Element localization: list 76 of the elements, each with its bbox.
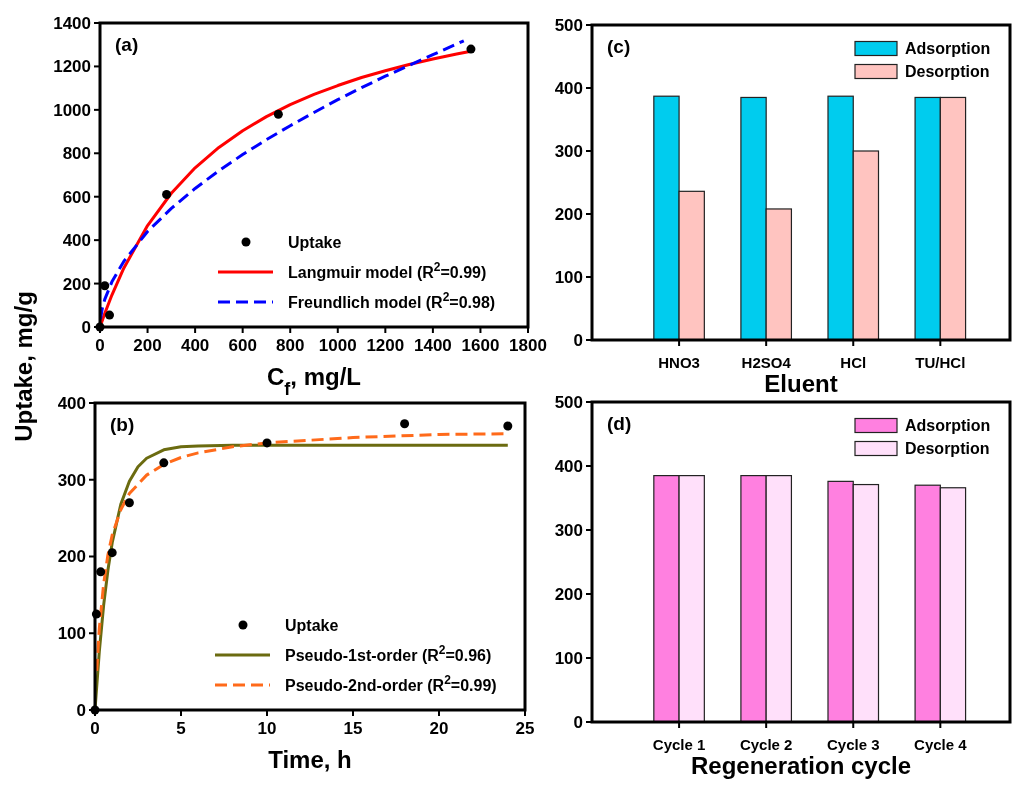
y-tick-label: 600 <box>62 187 91 207</box>
x-tick-label: HNO3 <box>658 354 700 371</box>
legend-label: Uptake <box>285 616 339 634</box>
x-axis-title: Time, h <box>268 746 352 773</box>
y-tick-label: 400 <box>57 393 86 413</box>
x-tick-label: 15 <box>343 719 363 738</box>
legend-label: Desorption <box>905 440 990 458</box>
x-tick-label: Cycle 2 <box>739 736 793 753</box>
point <box>400 419 410 429</box>
x-tick-label: 5 <box>176 719 186 738</box>
y-tick-label: 100 <box>554 648 583 668</box>
legend-label: Desorption <box>905 63 990 81</box>
y-tick-label: 100 <box>554 267 583 287</box>
x-tick-label: 400 <box>180 336 210 355</box>
x-tick-label: Cycle 3 <box>826 736 880 753</box>
legend-label: Freundlich model (R$^{2}$=0.98) <box>288 289 496 311</box>
x-tick-label: Cycle 1 <box>652 736 706 753</box>
x-tick-label: 200 <box>133 336 162 355</box>
x-tick-label: 1200 <box>366 336 405 355</box>
x-tick-label: 1800 <box>509 336 547 355</box>
y-tick-label: 300 <box>554 141 583 161</box>
y-tick-label: 500 <box>554 392 583 412</box>
point <box>107 548 117 558</box>
point <box>273 109 283 119</box>
y-tick-label: 100 <box>57 624 86 644</box>
y-tick-label: 1000 <box>53 100 91 120</box>
x-tick-label: 600 <box>228 336 257 355</box>
y-tick-label: 200 <box>554 584 583 604</box>
y-tick-label: 800 <box>62 144 91 164</box>
legend-label: Pseudo-1st-order (R$^{2}$=0.96) <box>285 642 492 664</box>
x-tick-label: 800 <box>276 336 305 355</box>
y-tick-label: 1400 <box>53 13 91 33</box>
annotation: (a) <box>115 34 139 55</box>
x-tick-label: TU/HCl <box>915 354 966 371</box>
legend-label: Pseudo-2nd-order (R$^{2}$=0.99) <box>285 672 497 694</box>
y-tick-label: 400 <box>554 78 583 98</box>
x-axis-title: Regeneration cycle <box>690 752 912 779</box>
legend-label: Uptake <box>288 233 342 251</box>
y-tick-label: 200 <box>554 204 583 224</box>
x-tick-label: 10 <box>257 719 277 738</box>
legend-label: Adsorption <box>905 417 991 435</box>
y-tick-label: 400 <box>62 231 91 251</box>
x-axis-title: C$_{f}$, mg/L <box>266 363 362 399</box>
point <box>466 44 476 54</box>
y-tick-label: 0 <box>81 317 91 337</box>
x-tick-label: 1000 <box>318 336 357 355</box>
x-tick-label: 20 <box>429 719 449 738</box>
point <box>159 458 169 468</box>
y-tick-label: 1200 <box>53 57 91 77</box>
annotation: (c) <box>607 36 631 57</box>
y-tick-label: 400 <box>554 456 583 476</box>
annotation: (d) <box>607 413 632 434</box>
x-tick-label: Cycle 4 <box>914 736 968 753</box>
point <box>503 421 513 431</box>
legend-label: Langmuir model (R$^{2}$=0.99) <box>288 259 487 281</box>
y-tick-label: 300 <box>554 520 583 540</box>
y-axis-title: Uptake, mg/g <box>10 291 37 442</box>
point <box>262 438 272 448</box>
x-tick-label: H2SO4 <box>741 354 792 371</box>
y-tick-label: 500 <box>554 15 583 35</box>
x-tick-label: 1400 <box>413 336 452 355</box>
point <box>162 190 172 200</box>
y-tick-label: 200 <box>62 274 91 294</box>
y-tick-label: 200 <box>57 547 86 567</box>
x-tick-label: HCl <box>840 354 867 371</box>
point <box>105 310 115 320</box>
point <box>96 567 106 577</box>
point <box>124 498 134 508</box>
y-tick-label: 300 <box>57 470 86 490</box>
legend-label: Adsorption <box>905 40 991 58</box>
y-tick-label: 0 <box>76 700 86 720</box>
x-axis-title: Eluent <box>764 370 838 397</box>
annotation: (b) <box>110 414 135 435</box>
x-tick-label: 25 <box>515 719 535 738</box>
x-tick-label: 1600 <box>461 336 500 355</box>
x-tick-label: 0 <box>95 336 105 355</box>
